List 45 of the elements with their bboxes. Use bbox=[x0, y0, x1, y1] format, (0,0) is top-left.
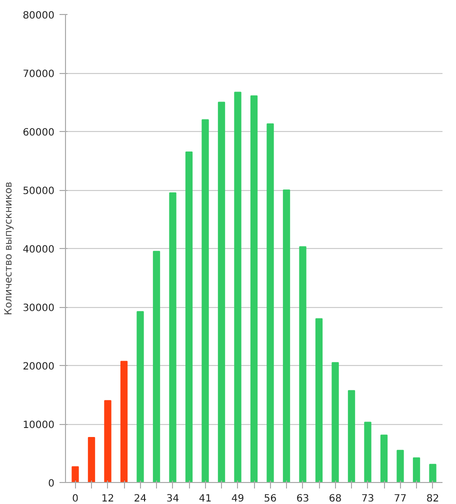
x-tick-label: 0 bbox=[72, 494, 78, 504]
y-tick-label: 70000 bbox=[22, 69, 54, 80]
y-tick-label: 50000 bbox=[22, 186, 54, 197]
x-tick-label: 63 bbox=[296, 494, 310, 504]
bar bbox=[169, 192, 176, 482]
y-tick-label: 20000 bbox=[22, 362, 54, 372]
bar bbox=[299, 246, 306, 482]
bar bbox=[396, 450, 404, 482]
y-tick-label: 80000 bbox=[22, 10, 54, 22]
y-tick-label: 0 bbox=[48, 478, 55, 490]
y-axis-title: Количество выпускников bbox=[4, 182, 15, 316]
y-tick-label: 10000 bbox=[22, 420, 54, 431]
x-tick-label: 77 bbox=[394, 494, 407, 504]
bar bbox=[218, 102, 226, 482]
x-tick-label: 56 bbox=[264, 494, 277, 504]
bar bbox=[72, 466, 79, 482]
bar bbox=[234, 92, 242, 482]
bar bbox=[104, 400, 112, 482]
bar bbox=[250, 95, 258, 482]
bar bbox=[348, 390, 356, 482]
x-tick-label: 34 bbox=[166, 494, 180, 504]
x-tick-label: 49 bbox=[231, 494, 244, 504]
bar bbox=[266, 123, 274, 482]
x-tick-label: 12 bbox=[101, 494, 114, 504]
bar bbox=[136, 311, 144, 482]
y-tick-label: 30000 bbox=[22, 303, 54, 314]
bar bbox=[282, 190, 290, 482]
bar bbox=[152, 250, 160, 482]
bar bbox=[120, 360, 128, 482]
bar bbox=[202, 119, 209, 482]
x-tick-label: 73 bbox=[361, 494, 374, 504]
bar bbox=[429, 464, 436, 482]
bar bbox=[332, 362, 339, 482]
bar bbox=[88, 436, 96, 482]
bar bbox=[380, 434, 388, 482]
y-tick-label: 40000 bbox=[22, 244, 54, 256]
bar bbox=[412, 457, 420, 482]
x-tick-label: 82 bbox=[426, 494, 440, 504]
x-tick-label: 24 bbox=[134, 494, 147, 504]
y-tick-label: 60000 bbox=[22, 128, 54, 138]
x-tick-label: 41 bbox=[198, 494, 212, 504]
bar bbox=[315, 318, 323, 482]
bar bbox=[185, 151, 193, 482]
x-tick-label: 68 bbox=[328, 494, 342, 504]
bar bbox=[364, 422, 372, 482]
